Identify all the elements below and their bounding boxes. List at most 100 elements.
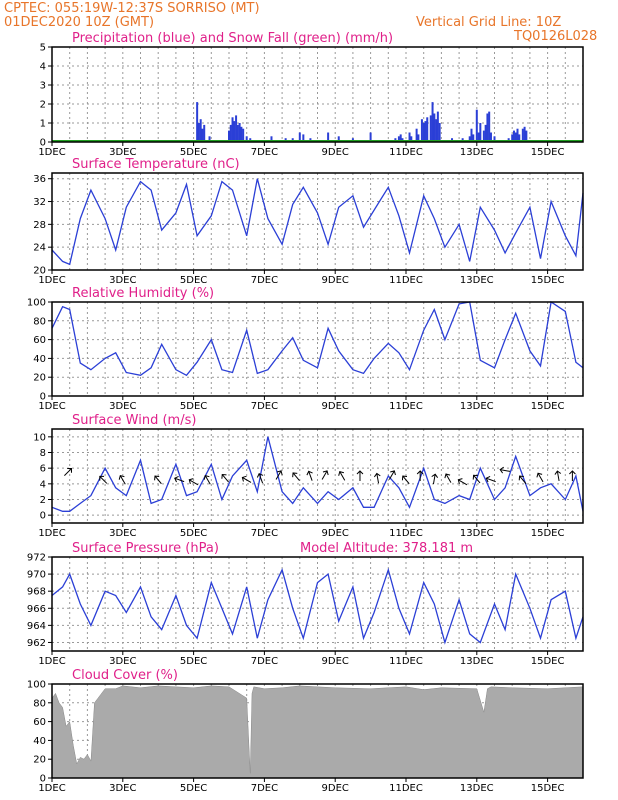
wind-xtick-label: 5DEC xyxy=(180,528,207,539)
wind-arrow xyxy=(321,470,329,480)
precip-bar xyxy=(397,136,400,142)
precip-bar xyxy=(415,128,418,142)
precip-bar xyxy=(337,136,340,142)
precip-xtick-label: 5DEC xyxy=(180,147,207,158)
precip-bar xyxy=(245,136,248,142)
cloud-ytick-label: 20 xyxy=(33,755,46,766)
precip-xtick-label: 7DEC xyxy=(251,147,278,158)
cloud-ytick-label: 60 xyxy=(33,717,46,728)
precip-ytick-label: 1 xyxy=(40,119,46,130)
wind-arrow xyxy=(485,475,496,483)
pressure-line xyxy=(51,567,584,645)
pressure-ytick-label: 968 xyxy=(27,587,46,598)
pressure-xtick-label: 7DEC xyxy=(251,656,278,667)
wind-arrow xyxy=(338,471,346,481)
precip-bar xyxy=(417,134,420,142)
wind-xtick-label: 3DEC xyxy=(109,528,136,539)
precip-ytick-label: 3 xyxy=(40,81,46,92)
precip-bar xyxy=(240,126,243,142)
precip-xtick-label: 3DEC xyxy=(109,147,136,158)
precip-bar xyxy=(518,134,521,142)
wind-arrow xyxy=(241,475,252,483)
wind-arrow xyxy=(154,475,162,485)
cloud-area xyxy=(51,685,584,779)
precip-xtick-label: 15DEC xyxy=(531,147,565,158)
pressure-annotation: Model Altitude: 378.181 m xyxy=(300,541,473,556)
wind-xtick-label: 11DEC xyxy=(389,528,423,539)
rh-xtick-label: 15DEC xyxy=(531,401,565,412)
wind-arrow xyxy=(306,470,313,481)
precip-bar xyxy=(199,119,202,142)
precip-bar xyxy=(482,130,485,142)
precip-bar xyxy=(489,132,492,142)
cloud-title: Cloud Cover (%) xyxy=(72,668,178,683)
cloud-frame xyxy=(51,683,584,779)
precip-ytick-label: 0 xyxy=(40,138,46,149)
precip-bar xyxy=(420,119,423,142)
temp-frame xyxy=(51,172,584,271)
precip-ytick-label: 2 xyxy=(40,100,46,111)
precip-bar xyxy=(208,136,211,142)
temp-xtick-label: 1DEC xyxy=(38,275,65,286)
precip-bar xyxy=(197,123,200,142)
cloud-xtick-label: 3DEC xyxy=(109,783,136,794)
rh-xtick-label: 5DEC xyxy=(180,401,207,412)
cloud-xtick-label: 9DEC xyxy=(322,783,349,794)
precip-bar xyxy=(511,134,514,142)
wind-arrow xyxy=(221,473,230,483)
pressure-ytick-label: 966 xyxy=(27,604,46,615)
precip-bar xyxy=(468,136,471,142)
wind-xtick-label: 13DEC xyxy=(460,528,494,539)
precip-bar xyxy=(302,134,305,142)
wind-arrow xyxy=(99,475,108,484)
wind-arrow xyxy=(203,474,211,485)
temp-ytick-label: 36 xyxy=(33,174,46,185)
wind-arrow xyxy=(256,472,264,484)
pressure-ytick-label: 962 xyxy=(27,638,46,649)
rh-xtick-label: 7DEC xyxy=(251,401,278,412)
wind-arrow xyxy=(554,470,562,482)
rh-ytick-label: 60 xyxy=(33,335,46,346)
wind-xtick-label: 15DEC xyxy=(531,528,565,539)
temp-xtick-label: 11DEC xyxy=(389,275,423,286)
cloud-ytick-label: 40 xyxy=(33,736,46,747)
precip-bar xyxy=(238,123,241,142)
rh-ytick-label: 0 xyxy=(40,392,46,403)
pressure-xtick-label: 3DEC xyxy=(109,656,136,667)
station-header: CPTEC: 055:19W-12:37S SORRISO (MT) xyxy=(4,1,260,16)
pressure-xtick-label: 9DEC xyxy=(322,656,349,667)
precip-bar xyxy=(228,130,230,142)
precip-bar xyxy=(233,121,236,142)
temp-ytick-label: 24 xyxy=(33,243,46,254)
rh-xtick-label: 11DEC xyxy=(389,401,423,412)
precip-bar xyxy=(472,134,475,142)
wind-arrow xyxy=(569,470,576,481)
temp-ytick-label: 32 xyxy=(33,197,46,208)
precip-bar xyxy=(479,123,482,142)
precip-bar xyxy=(493,136,496,142)
wind-arrow xyxy=(64,468,72,476)
precip-bar xyxy=(298,132,301,142)
precip-bar xyxy=(477,132,480,142)
precip-title: Precipitation (blue) and Snow Fall (gree… xyxy=(72,31,393,46)
wind-arrow xyxy=(518,475,527,485)
precip-bar xyxy=(410,136,413,142)
vertical-grid-note: Vertical Grid Line: 10Z xyxy=(416,15,562,30)
wind-ytick-label: 6 xyxy=(40,464,46,475)
cloud-xtick-label: 15DEC xyxy=(531,783,565,794)
precip-bar xyxy=(435,119,438,142)
pressure-xtick-label: 15DEC xyxy=(531,656,565,667)
precip-bar xyxy=(196,102,199,142)
precip-bar xyxy=(433,113,436,142)
cloud-ytick-label: 0 xyxy=(40,774,46,785)
precip-bar xyxy=(438,123,441,142)
pressure-xtick-label: 1DEC xyxy=(38,656,65,667)
rh-ytick-label: 80 xyxy=(33,316,46,327)
pressure-xtick-label: 11DEC xyxy=(389,656,423,667)
cloud-ytick-label: 80 xyxy=(33,698,46,709)
wind-arrow xyxy=(536,472,544,483)
wind-arrow xyxy=(444,473,452,483)
wind-arrow xyxy=(373,472,381,484)
precip-bar xyxy=(235,115,238,142)
